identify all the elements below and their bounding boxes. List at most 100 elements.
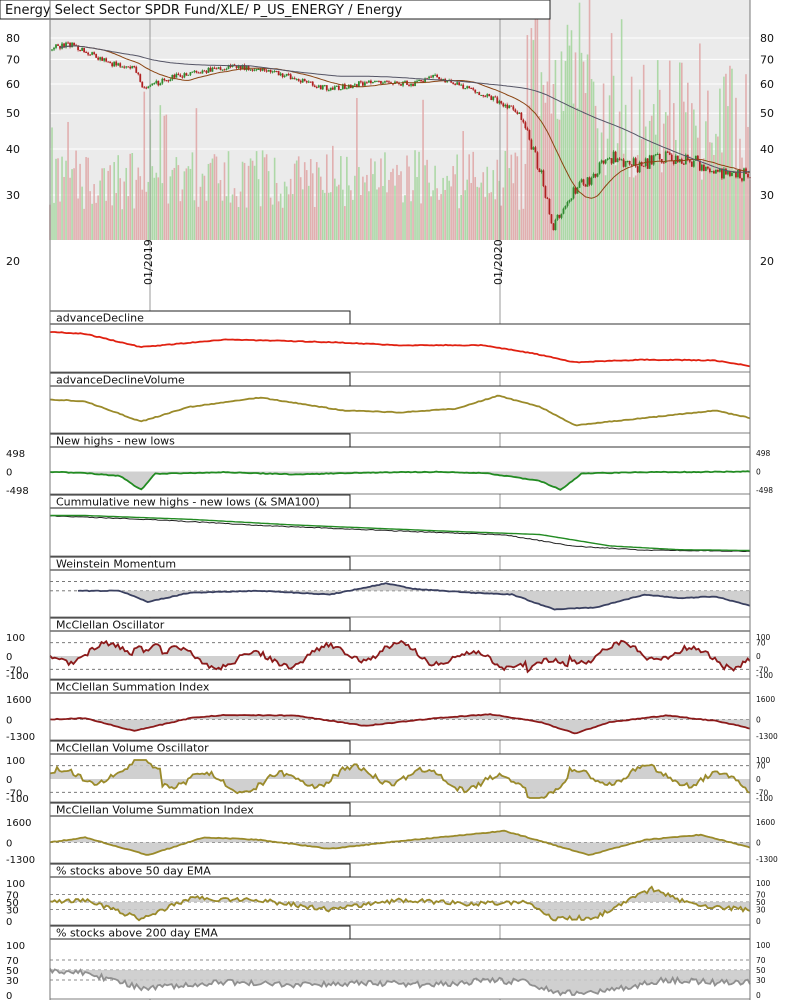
candle-body bbox=[468, 86, 471, 89]
panel-y-tick-right: 0 bbox=[756, 468, 761, 477]
candle-body bbox=[636, 166, 639, 173]
candle-body bbox=[372, 81, 374, 83]
candle-body bbox=[329, 87, 332, 91]
candle-body bbox=[741, 178, 743, 181]
price-y-tick-left: 60 bbox=[6, 78, 20, 91]
volume-bar bbox=[139, 176, 142, 240]
candle-body bbox=[420, 79, 422, 82]
panel-adv: advanceDeclineVolume bbox=[49, 372, 751, 434]
volume-bar bbox=[171, 169, 174, 240]
candle-body bbox=[253, 69, 256, 71]
volume-bar bbox=[245, 207, 248, 240]
candle-body bbox=[297, 79, 300, 81]
volume-bar bbox=[636, 155, 639, 240]
volume-bar bbox=[634, 175, 637, 240]
candle-body bbox=[600, 160, 603, 163]
volume-bar bbox=[235, 196, 238, 240]
volume-bar bbox=[368, 191, 370, 240]
volume-bar bbox=[402, 202, 404, 240]
volume-bar bbox=[516, 156, 519, 240]
candle-body bbox=[723, 168, 725, 179]
volume-bar bbox=[424, 165, 426, 240]
volume-bar bbox=[317, 167, 320, 240]
panel-title: Cummulative new highs - new lows (& SMA1… bbox=[56, 496, 320, 509]
volume-bar bbox=[528, 105, 531, 241]
volume-bar bbox=[358, 167, 360, 240]
volume-bar bbox=[570, 30, 573, 240]
volume-bar bbox=[678, 62, 681, 240]
candle-body bbox=[179, 74, 182, 77]
panel-y-tick-right: -100 bbox=[756, 671, 773, 680]
candle-body bbox=[125, 66, 128, 68]
panel-fill-area bbox=[50, 471, 750, 490]
volume-bar bbox=[498, 180, 501, 240]
volume-bar bbox=[338, 184, 340, 240]
panel-y-tick-right: 100 bbox=[756, 633, 771, 642]
candle-body bbox=[73, 42, 75, 46]
candle-body bbox=[500, 101, 503, 104]
volume-bar bbox=[85, 157, 87, 240]
candle-body bbox=[566, 202, 569, 206]
volume-bar bbox=[121, 209, 124, 240]
candle-body bbox=[638, 162, 641, 173]
candle-body bbox=[612, 151, 615, 164]
volume-bar bbox=[380, 158, 382, 240]
candle-body bbox=[462, 84, 465, 89]
volume-bar bbox=[243, 162, 246, 240]
volume-bar bbox=[125, 167, 128, 240]
candle-body bbox=[656, 153, 659, 155]
volume-bar bbox=[303, 162, 306, 240]
panel-plot-area bbox=[50, 508, 750, 556]
candle-body bbox=[275, 71, 278, 73]
volume-bar bbox=[127, 196, 130, 240]
panel-hl: New highs - new lows 498 0 -498 498 0 -498 bbox=[6, 433, 773, 497]
candle-body bbox=[428, 76, 430, 79]
panel-y-tick-left: 50 bbox=[6, 898, 19, 909]
volume-bar bbox=[452, 166, 454, 240]
candle-body bbox=[660, 158, 663, 163]
volume-bar bbox=[147, 181, 150, 240]
candle-body bbox=[504, 104, 507, 107]
volume-bar bbox=[61, 156, 63, 240]
candle-body bbox=[129, 66, 132, 69]
candle-body bbox=[213, 67, 216, 69]
volume-bar bbox=[342, 189, 344, 240]
candle-body bbox=[472, 88, 475, 90]
candle-body bbox=[163, 78, 166, 81]
panel-y-tick-left: 1600 bbox=[6, 695, 31, 706]
volume-bar bbox=[177, 165, 180, 240]
candle-body bbox=[53, 47, 55, 50]
candle-body bbox=[510, 105, 513, 107]
panel-y-tick-left: 100 bbox=[6, 941, 25, 952]
candle-body bbox=[171, 74, 174, 80]
candle-body bbox=[743, 168, 745, 181]
volume-bar bbox=[269, 197, 272, 240]
volume-bar bbox=[648, 120, 651, 240]
volume-bar bbox=[578, 2, 581, 241]
volume-bar bbox=[492, 170, 495, 240]
volume-bar bbox=[715, 133, 717, 240]
candle-body bbox=[295, 79, 298, 81]
candle-body bbox=[454, 83, 457, 85]
candle-body bbox=[688, 160, 691, 162]
candle-body bbox=[221, 69, 224, 71]
panel-y-tick-left: -1300 bbox=[6, 855, 35, 866]
panel-y-tick-right: 100 bbox=[756, 879, 771, 888]
candle-body bbox=[620, 159, 623, 161]
volume-bar bbox=[412, 190, 414, 240]
volume-bar bbox=[482, 172, 485, 240]
candle-body bbox=[390, 82, 392, 84]
panel-line bbox=[49, 759, 751, 799]
volume-bar bbox=[59, 201, 61, 240]
panel-plot-area bbox=[50, 939, 750, 999]
volume-bar bbox=[737, 177, 739, 240]
candle-body bbox=[604, 159, 607, 164]
candle-body bbox=[664, 151, 667, 163]
candle-body bbox=[315, 87, 318, 89]
candle-body bbox=[536, 152, 539, 169]
panel-y-tick-left: 1600 bbox=[6, 818, 31, 829]
candle-body bbox=[85, 52, 88, 54]
candle-body bbox=[95, 54, 98, 58]
panel-y-tick-right: 30 bbox=[756, 906, 766, 915]
volume-bar bbox=[233, 188, 236, 240]
